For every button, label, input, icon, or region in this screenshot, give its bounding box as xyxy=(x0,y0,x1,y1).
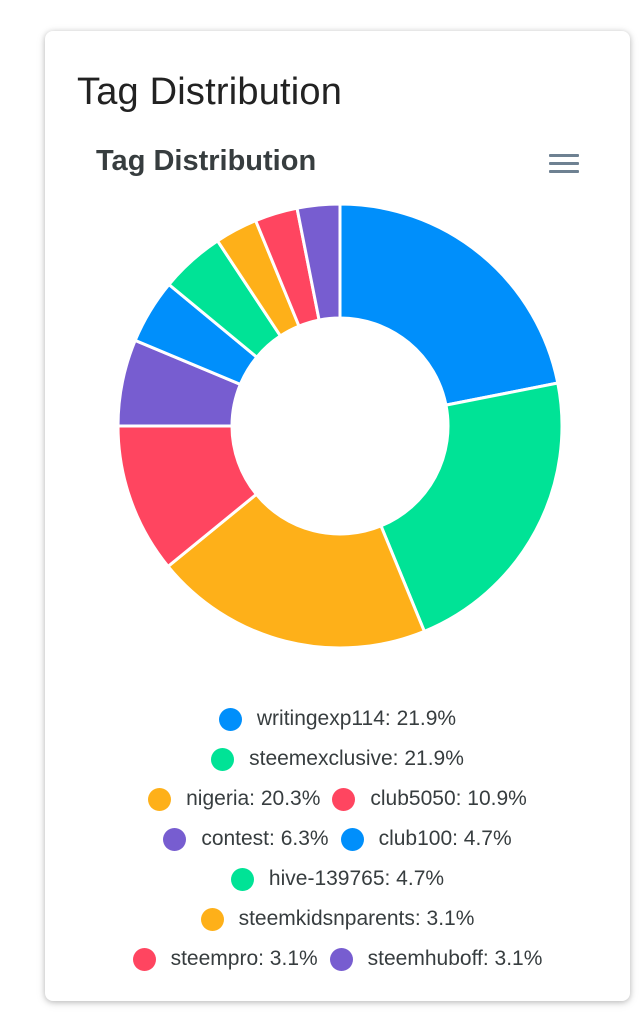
hamburger-menu-icon[interactable] xyxy=(549,151,581,179)
legend-marker xyxy=(148,787,172,811)
legend-row: steempro: 3.1% steemhuboff: 3.1% xyxy=(45,939,630,979)
legend-item-club100[interactable]: club100: 4.7% xyxy=(340,827,512,851)
legend-marker xyxy=(211,747,235,771)
legend-row: hive-139765: 4.7% xyxy=(45,859,630,899)
legend-marker xyxy=(329,947,353,971)
legend-label: steempro: 3.1% xyxy=(170,947,318,970)
legend-item-steemexclusive[interactable]: steemexclusive: 21.9% xyxy=(211,747,464,771)
legend-row: contest: 6.3% club100: 4.7% xyxy=(45,819,630,859)
legend-label: steemhuboff: 3.1% xyxy=(367,947,543,970)
legend-label: contest: 6.3% xyxy=(201,827,329,850)
legend-item-steemkidsnparents[interactable]: steemkidsnparents: 3.1% xyxy=(200,907,475,931)
legend-marker xyxy=(163,827,187,851)
legend-item-steemhuboff[interactable]: steemhuboff: 3.1% xyxy=(329,947,543,971)
menu-bar xyxy=(549,162,579,165)
donut-slice-writingexp114[interactable] xyxy=(338,202,560,407)
donut-slice-nigeria[interactable] xyxy=(165,492,427,650)
chart-legend: writingexp114: 21.9% steemexclusive: 21.9… xyxy=(45,699,630,979)
legend-marker xyxy=(340,827,364,851)
legend-marker xyxy=(132,947,156,971)
donut-slice-steemexclusive[interactable] xyxy=(379,381,564,634)
donut-slice-steemhuboff[interactable] xyxy=(295,202,342,322)
legend-row: nigeria: 20.3% club5050: 10.9% xyxy=(45,779,630,819)
legend-label: nigeria: 20.3% xyxy=(186,787,321,810)
legend-marker xyxy=(218,707,242,731)
legend-label: club100: 4.7% xyxy=(378,827,512,850)
tag-distribution-card: Tag Distribution Tag Distribution writin… xyxy=(45,31,630,1001)
donut-chart xyxy=(116,202,564,650)
legend-label: writingexp114: 21.9% xyxy=(256,707,457,730)
legend-item-hive-139765[interactable]: hive-139765: 4.7% xyxy=(230,867,445,891)
menu-bar xyxy=(549,170,579,173)
legend-marker xyxy=(230,867,254,891)
legend-label: hive-139765: 4.7% xyxy=(268,867,445,890)
legend-item-club5050[interactable]: club5050: 10.9% xyxy=(332,787,527,811)
legend-marker xyxy=(200,907,224,931)
legend-item-contest[interactable]: contest: 6.3% xyxy=(163,827,329,851)
legend-label: club5050: 10.9% xyxy=(370,787,527,810)
legend-row: steemkidsnparents: 3.1% xyxy=(45,899,630,939)
legend-marker xyxy=(332,787,356,811)
legend-item-steempro[interactable]: steempro: 3.1% xyxy=(132,947,318,971)
chart-title: Tag Distribution xyxy=(96,145,317,177)
legend-label: steemkidsnparents: 3.1% xyxy=(238,907,475,930)
legend-label: steemexclusive: 21.9% xyxy=(249,747,464,770)
legend-row: steemexclusive: 21.9% xyxy=(45,739,630,779)
legend-row: writingexp114: 21.9% xyxy=(45,699,630,739)
menu-bar xyxy=(549,154,579,157)
legend-item-nigeria[interactable]: nigeria: 20.3% xyxy=(148,787,320,811)
card-title: Tag Distribution xyxy=(77,71,343,113)
legend-item-writingexp114[interactable]: writingexp114: 21.9% xyxy=(218,707,457,731)
